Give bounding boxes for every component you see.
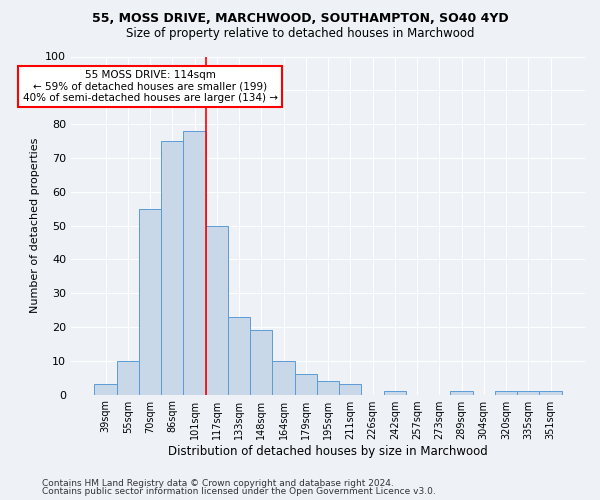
- Bar: [161, 141, 184, 395]
- Bar: [539, 391, 562, 394]
- Bar: [317, 381, 339, 394]
- Bar: [116, 361, 139, 394]
- Bar: [94, 384, 116, 394]
- Text: Contains public sector information licensed under the Open Government Licence v3: Contains public sector information licen…: [42, 487, 436, 496]
- Text: 55 MOSS DRIVE: 114sqm
← 59% of detached houses are smaller (199)
40% of semi-det: 55 MOSS DRIVE: 114sqm ← 59% of detached …: [23, 70, 278, 103]
- Bar: [339, 384, 361, 394]
- Text: 55, MOSS DRIVE, MARCHWOOD, SOUTHAMPTON, SO40 4YD: 55, MOSS DRIVE, MARCHWOOD, SOUTHAMPTON, …: [92, 12, 508, 26]
- Bar: [206, 226, 228, 394]
- Bar: [495, 391, 517, 394]
- Bar: [272, 361, 295, 394]
- Bar: [250, 330, 272, 394]
- Bar: [451, 391, 473, 394]
- Bar: [139, 208, 161, 394]
- Bar: [184, 131, 206, 394]
- Text: Size of property relative to detached houses in Marchwood: Size of property relative to detached ho…: [126, 28, 474, 40]
- Bar: [517, 391, 539, 394]
- X-axis label: Distribution of detached houses by size in Marchwood: Distribution of detached houses by size …: [168, 444, 488, 458]
- Text: Contains HM Land Registry data © Crown copyright and database right 2024.: Contains HM Land Registry data © Crown c…: [42, 478, 394, 488]
- Bar: [295, 374, 317, 394]
- Y-axis label: Number of detached properties: Number of detached properties: [29, 138, 40, 313]
- Bar: [383, 391, 406, 394]
- Bar: [228, 317, 250, 394]
